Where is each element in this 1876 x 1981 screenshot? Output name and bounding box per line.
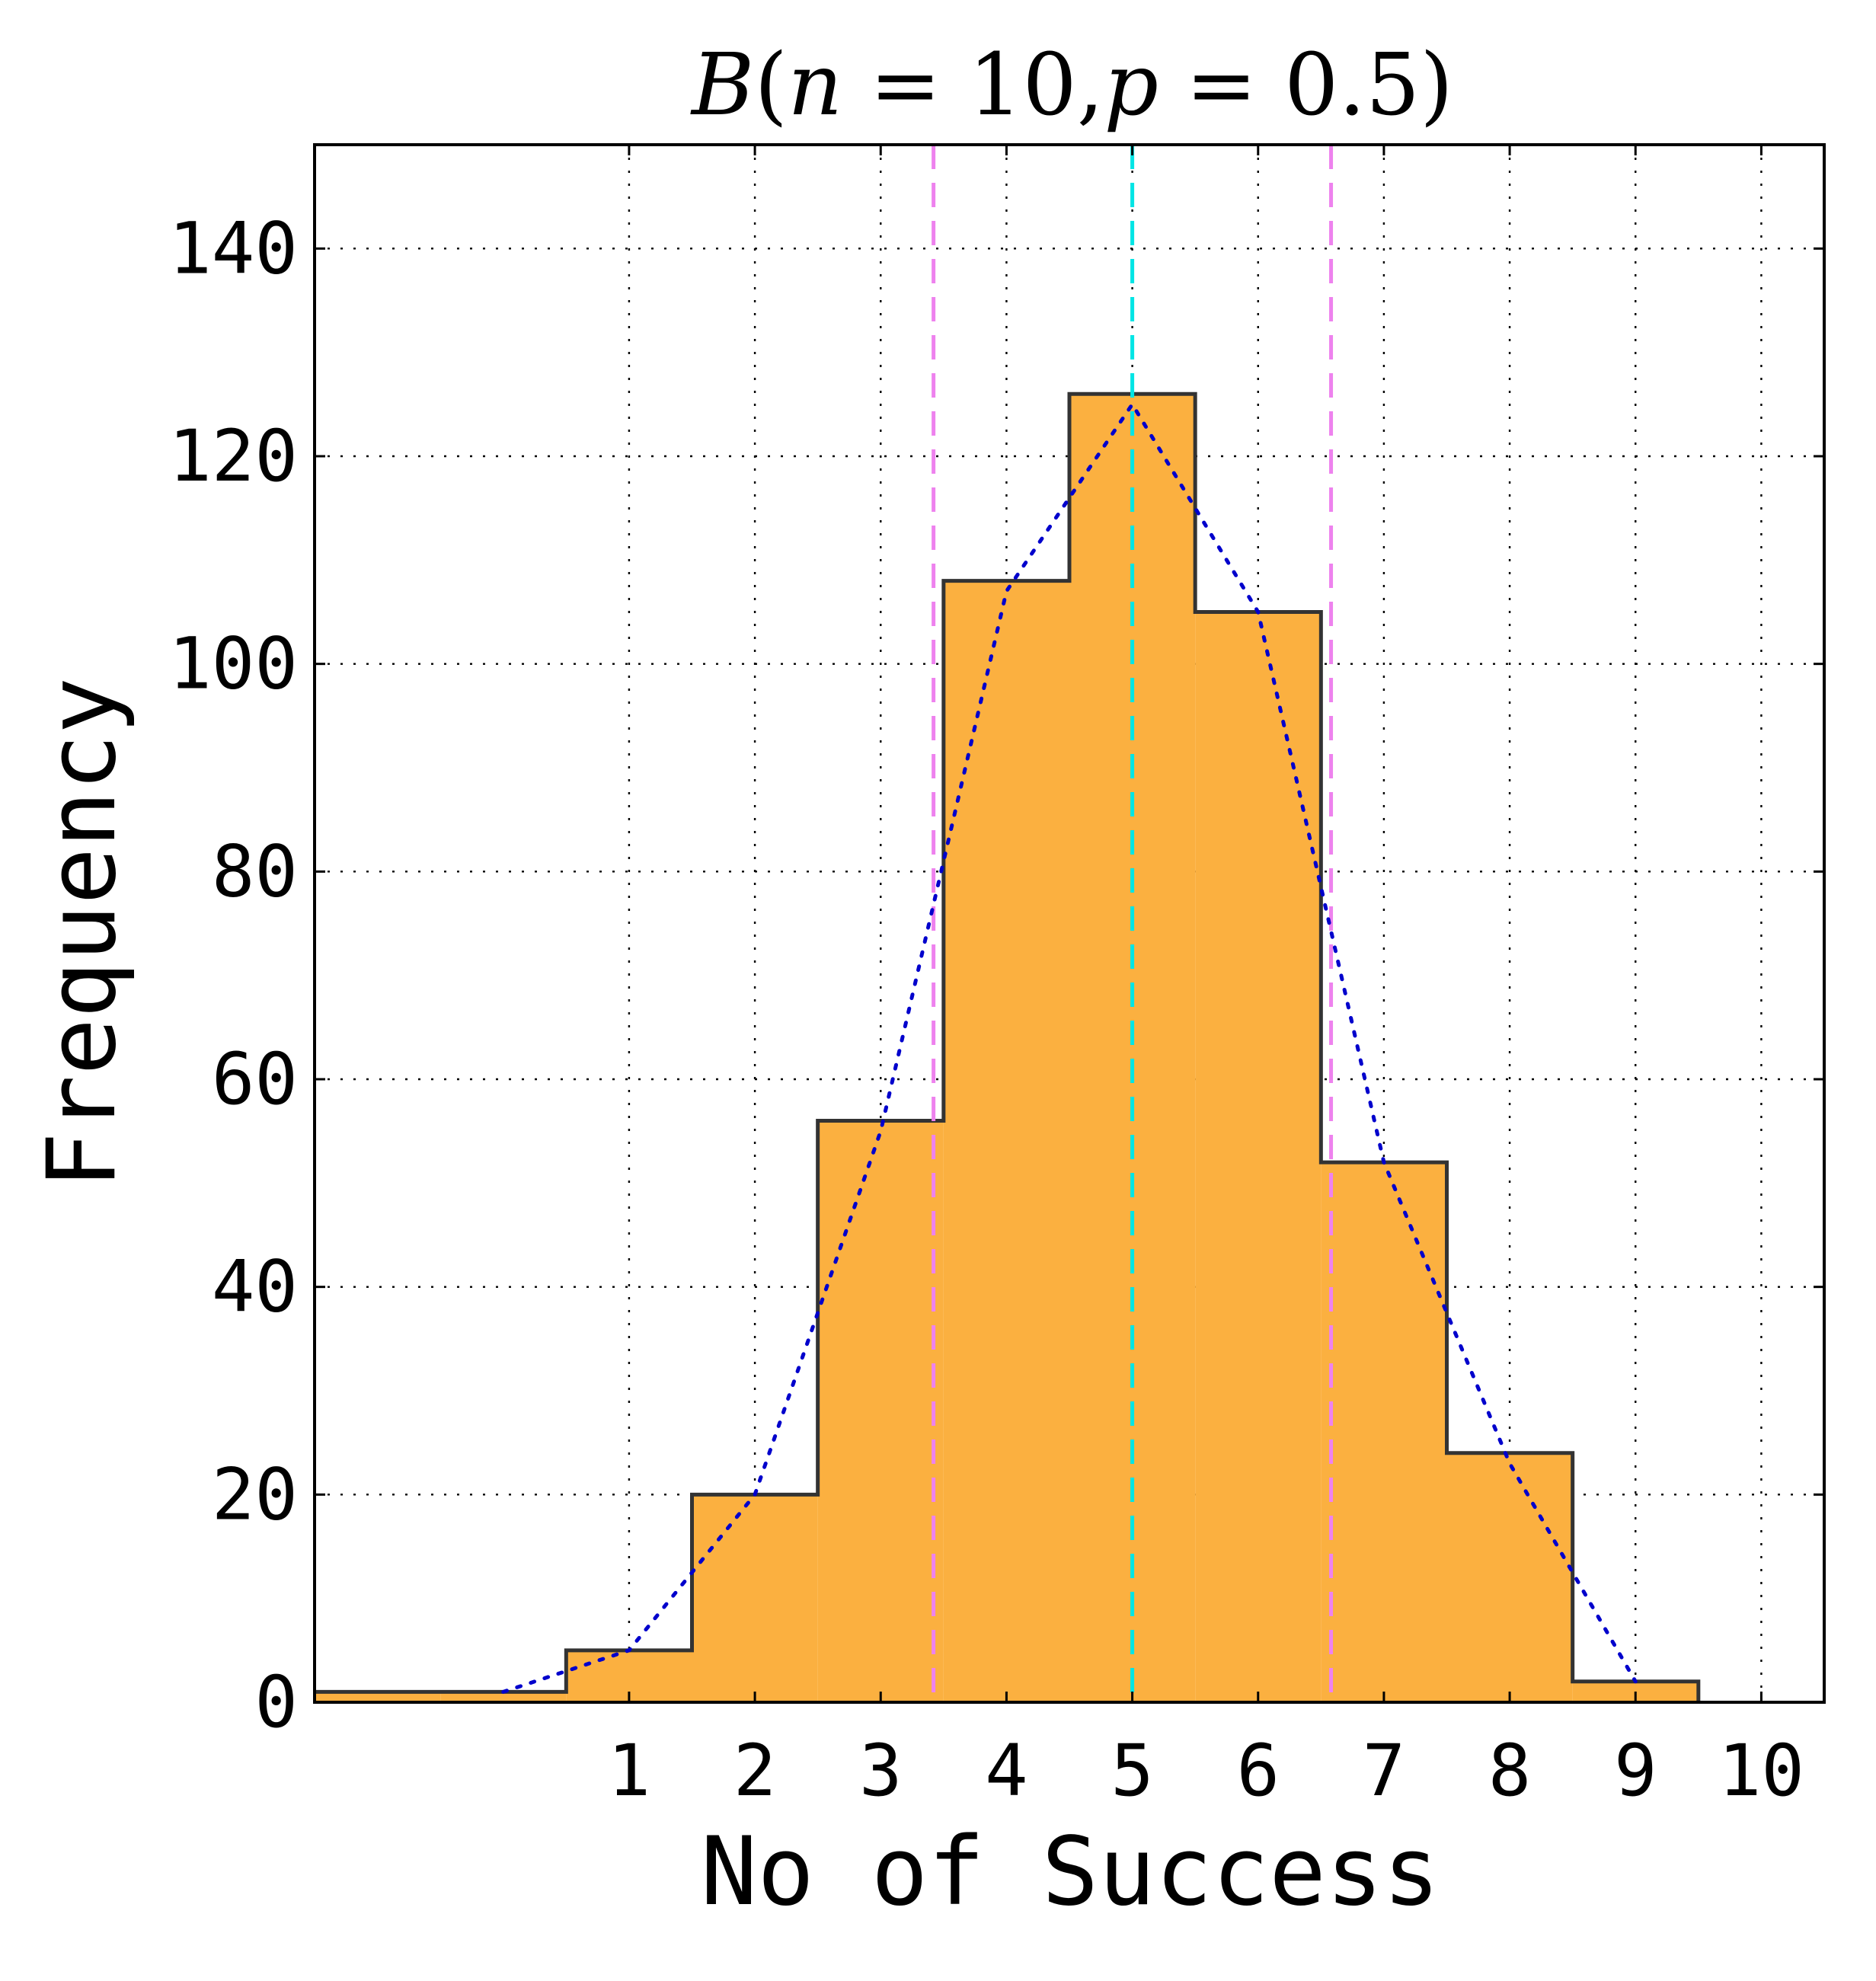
reference-lines bbox=[932, 145, 1334, 1702]
title-equals-1: = bbox=[842, 36, 968, 135]
title-prefix: B bbox=[690, 36, 754, 135]
title-n-value: 10 bbox=[968, 36, 1077, 135]
x-tick-label: 4 bbox=[985, 1730, 1028, 1813]
x-axis-label: No of Success bbox=[701, 1817, 1440, 1927]
histogram-bar bbox=[1321, 1162, 1447, 1702]
y-tick-label: 20 bbox=[212, 1453, 298, 1536]
title-equals-2: = bbox=[1159, 36, 1284, 135]
title-p-label: p bbox=[1104, 36, 1159, 135]
x-tick-label: 9 bbox=[1614, 1730, 1657, 1813]
histogram-bar bbox=[315, 1692, 441, 1702]
title-close-paren: ) bbox=[1420, 36, 1453, 135]
histogram-bar bbox=[692, 1494, 818, 1702]
histogram-bar bbox=[1069, 394, 1196, 1703]
x-tick-label: 3 bbox=[859, 1730, 903, 1813]
y-tick-label: 40 bbox=[212, 1246, 298, 1329]
expected-curve-layer bbox=[501, 401, 1638, 1694]
x-tick-label: 6 bbox=[1236, 1730, 1280, 1813]
y-axis-label: Frequency bbox=[27, 677, 137, 1189]
y-tick-label: 0 bbox=[254, 1661, 298, 1744]
y-tick-label: 100 bbox=[168, 623, 298, 706]
x-tick-label: 1 bbox=[608, 1730, 651, 1813]
x-axis-ticks: 1 2 3 4 5 6 7 8 9 10 bbox=[608, 145, 1804, 1813]
histogram-bar bbox=[1446, 1452, 1573, 1702]
y-axis-ticks: 0 20 40 60 80 100 120 140 bbox=[168, 207, 1824, 1744]
y-tick-label: 80 bbox=[212, 830, 298, 913]
histogram-bar bbox=[440, 1692, 567, 1702]
y-tick-label: 60 bbox=[212, 1038, 298, 1121]
histogram-bar bbox=[943, 580, 1069, 1702]
chart-title: B(n = 10,p = 0.5) bbox=[690, 36, 1453, 135]
x-tick-label: 8 bbox=[1488, 1730, 1532, 1813]
title-p-value: 0.5 bbox=[1284, 36, 1420, 135]
x-tick-label: 7 bbox=[1363, 1730, 1406, 1813]
x-tick-label: 10 bbox=[1718, 1730, 1804, 1813]
x-tick-label: 2 bbox=[733, 1730, 777, 1813]
plot-frame bbox=[313, 143, 1826, 1704]
y-tick-label: 120 bbox=[168, 415, 298, 498]
histogram-bar bbox=[1195, 612, 1322, 1702]
x-tick-label: 5 bbox=[1111, 1730, 1154, 1813]
title-comma: , bbox=[1077, 36, 1104, 135]
title-n-label: n bbox=[788, 36, 842, 135]
expected-frequency-curve bbox=[501, 401, 1638, 1694]
histogram-bar bbox=[817, 1120, 944, 1702]
title-open-paren: ( bbox=[754, 36, 788, 135]
y-tick-label: 140 bbox=[168, 207, 298, 290]
